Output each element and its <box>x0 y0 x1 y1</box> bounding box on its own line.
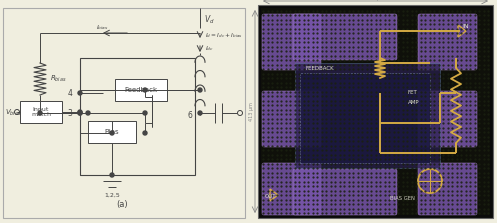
Text: FET: FET <box>408 91 418 95</box>
FancyBboxPatch shape <box>293 169 397 215</box>
Circle shape <box>38 111 42 115</box>
Bar <box>80 58 195 175</box>
Text: Bias: Bias <box>105 129 119 135</box>
Circle shape <box>78 110 82 114</box>
Text: 1,2,5: 1,2,5 <box>104 193 120 198</box>
FancyBboxPatch shape <box>20 101 62 123</box>
Text: IN: IN <box>462 25 469 29</box>
Text: 460 µm: 460 µm <box>366 0 385 1</box>
FancyBboxPatch shape <box>418 163 477 215</box>
Circle shape <box>110 173 114 177</box>
Text: 3: 3 <box>67 109 72 118</box>
Circle shape <box>110 131 114 135</box>
Bar <box>295 63 440 168</box>
Bar <box>258 5 493 218</box>
Text: $R_{bias}$: $R_{bias}$ <box>50 74 67 84</box>
Text: OUT: OUT <box>265 194 276 198</box>
FancyBboxPatch shape <box>262 91 321 147</box>
Circle shape <box>143 131 147 135</box>
FancyBboxPatch shape <box>262 163 321 215</box>
Circle shape <box>78 111 82 115</box>
Bar <box>261 8 490 215</box>
Text: FEEDBACK: FEEDBACK <box>305 66 333 70</box>
Circle shape <box>86 111 90 115</box>
Text: 4: 4 <box>67 89 72 97</box>
Text: $V_{bias}$: $V_{bias}$ <box>5 108 22 118</box>
FancyBboxPatch shape <box>115 79 167 101</box>
FancyBboxPatch shape <box>418 91 477 147</box>
Text: $I_{bias}$: $I_{bias}$ <box>95 23 108 32</box>
FancyBboxPatch shape <box>418 14 477 70</box>
Text: 413 µm: 413 µm <box>249 102 254 121</box>
Circle shape <box>78 111 82 115</box>
FancyBboxPatch shape <box>262 14 321 70</box>
FancyBboxPatch shape <box>293 14 397 60</box>
FancyBboxPatch shape <box>88 121 136 143</box>
Text: Input
match: Input match <box>31 107 51 117</box>
Bar <box>300 73 430 163</box>
Text: (a): (a) <box>116 200 128 209</box>
Bar <box>3 8 245 218</box>
Circle shape <box>143 88 147 92</box>
Text: 6: 6 <box>187 111 192 120</box>
Text: AMP: AMP <box>408 101 419 105</box>
Circle shape <box>143 111 147 115</box>
Circle shape <box>198 111 202 115</box>
Circle shape <box>198 88 202 92</box>
Text: Feedback: Feedback <box>124 87 158 93</box>
Circle shape <box>78 91 82 95</box>
Text: BIAS GEN: BIAS GEN <box>390 196 415 202</box>
Text: $I_{dc}$: $I_{dc}$ <box>205 45 214 54</box>
Text: $I_d = I_{dc} + I_{bias}$: $I_d = I_{dc} + I_{bias}$ <box>205 31 243 40</box>
Text: $V_d$: $V_d$ <box>204 13 215 25</box>
